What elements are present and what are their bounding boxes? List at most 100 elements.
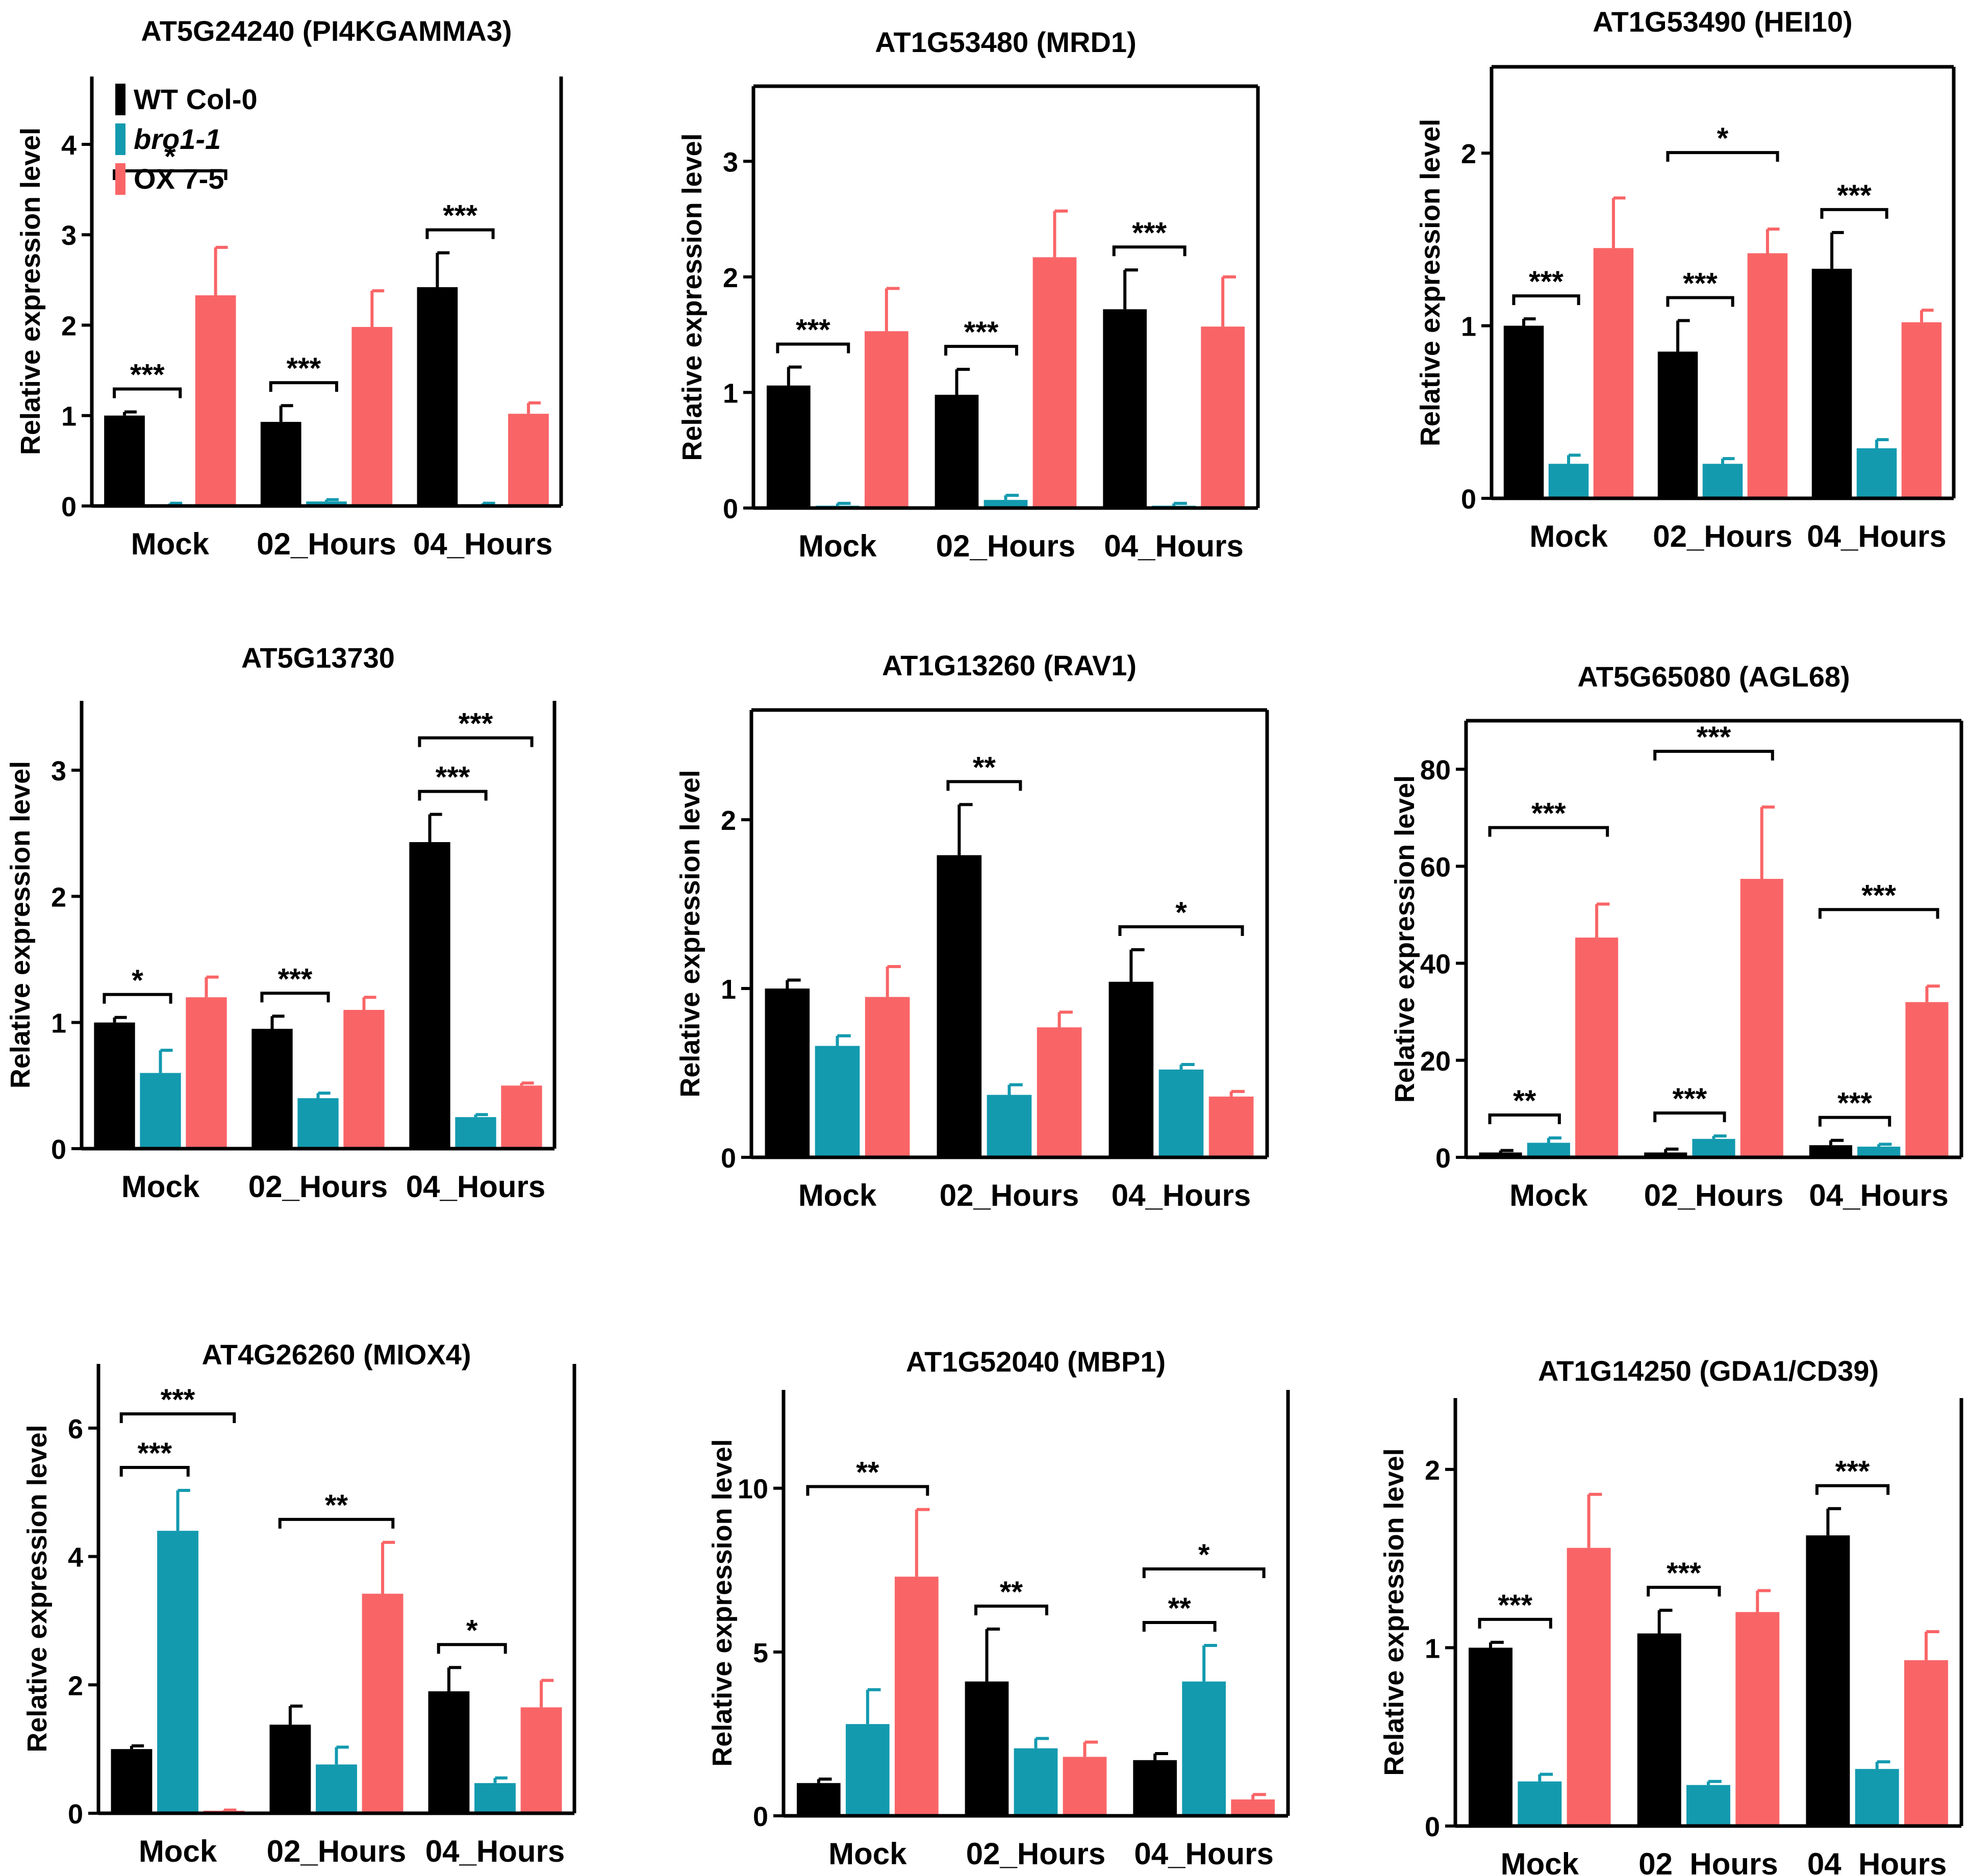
bar-wt-col-0 bbox=[935, 394, 979, 508]
legend-label: WT Col-0 bbox=[134, 83, 258, 115]
significance-label: *** bbox=[161, 1383, 195, 1416]
bar-wt-col-0 bbox=[104, 415, 145, 506]
y-axis-label: Relative expression level bbox=[677, 133, 708, 461]
bar-wt-col-0 bbox=[409, 842, 450, 1149]
x-tick-label: 02_Hours bbox=[936, 529, 1075, 563]
y-tick-label: 0 bbox=[723, 494, 738, 524]
bar-bro1-1 bbox=[1182, 1681, 1226, 1816]
bar-ox-7-5 bbox=[1063, 1757, 1107, 1816]
y-tick-label: 0 bbox=[1435, 1143, 1451, 1174]
x-tick-label: 04_Hours bbox=[1807, 519, 1946, 553]
bar-wt-col-0 bbox=[1811, 268, 1852, 498]
bar-ox-7-5 bbox=[520, 1707, 562, 1813]
bar-ox-7-5 bbox=[864, 331, 909, 508]
significance-label: * bbox=[132, 964, 143, 997]
x-tick-label: Mock bbox=[1529, 519, 1608, 553]
y-tick-label: 1 bbox=[721, 974, 736, 1005]
bar-wt-col-0 bbox=[1503, 325, 1544, 498]
significance-bracket bbox=[1818, 1116, 1891, 1127]
y-tick-label: 1 bbox=[61, 401, 77, 432]
bar-ox-7-5 bbox=[1740, 879, 1783, 1157]
bar-wt-col-0 bbox=[269, 1725, 311, 1813]
significance-label: *** bbox=[443, 199, 477, 233]
legend-swatch bbox=[115, 84, 125, 115]
significance-label: *** bbox=[459, 707, 493, 741]
significance-bracket bbox=[418, 790, 488, 801]
significance-bracket bbox=[437, 1643, 507, 1654]
bar-wt-col-0 bbox=[1809, 1145, 1852, 1157]
x-tick-label: 04_Hours bbox=[406, 1170, 545, 1204]
y-tick-label: 6 bbox=[68, 1414, 83, 1444]
y-tick-label: 0 bbox=[68, 1799, 83, 1830]
bar-ox-7-5 bbox=[1567, 1548, 1611, 1826]
y-tick-label: 10 bbox=[738, 1474, 768, 1505]
bar-wt-col-0 bbox=[428, 1691, 470, 1813]
y-tick-label: 40 bbox=[1420, 949, 1451, 980]
bar-bro1-1 bbox=[815, 1046, 860, 1157]
y-tick-label: 80 bbox=[1420, 755, 1451, 785]
significance-bracket bbox=[1142, 1621, 1217, 1632]
bar-ox-7-5 bbox=[1901, 322, 1942, 498]
y-axis-label: Relative expression level bbox=[675, 770, 705, 1097]
significance-label: *** bbox=[796, 314, 830, 347]
y-tick-label: 2 bbox=[721, 805, 736, 836]
x-tick-label: 04_Hours bbox=[413, 527, 552, 561]
chart-title: AT5G65080 (AGL68) bbox=[1577, 661, 1850, 693]
significance-bracket bbox=[1666, 151, 1779, 162]
y-tick-label: 1 bbox=[51, 1008, 66, 1039]
bar-ox-7-5 bbox=[343, 1009, 385, 1149]
chart-title: AT1G13260 (RAV1) bbox=[882, 649, 1137, 681]
chart-title: AT5G13730 bbox=[241, 642, 395, 674]
y-tick-label: 0 bbox=[753, 1802, 768, 1832]
y-tick-label: 0 bbox=[61, 492, 77, 522]
bar-bro1-1 bbox=[1686, 1785, 1730, 1826]
y-tick-label: 1 bbox=[1461, 312, 1476, 342]
bar-ox-7-5 bbox=[351, 327, 393, 506]
x-tick-label: 04_Hours bbox=[1112, 1178, 1251, 1212]
x-tick-label: 02_Hours bbox=[257, 527, 396, 561]
bar-bro1-1 bbox=[1014, 1748, 1058, 1816]
chart-panel-9: AT1G14250 (GDA1/CD39) Relative expression… bbox=[1379, 1355, 1963, 1876]
significance-label: *** bbox=[964, 316, 999, 349]
bar-ox-7-5 bbox=[501, 1085, 542, 1149]
y-axis-label: Relative expression level bbox=[1379, 1448, 1409, 1776]
significance-label: ** bbox=[973, 751, 996, 784]
significance-bracket bbox=[1666, 296, 1734, 307]
x-tick-label: 04_Hours bbox=[1807, 1847, 1947, 1876]
y-tick-label: 2 bbox=[723, 263, 738, 293]
bar-wt-col-0 bbox=[1644, 1152, 1687, 1157]
bar-wt-col-0 bbox=[417, 287, 458, 506]
x-tick-label: 04_Hours bbox=[1134, 1837, 1273, 1871]
bar-ox-7-5 bbox=[1735, 1612, 1780, 1826]
bar-bro1-1 bbox=[297, 1098, 339, 1149]
significance-bracket bbox=[113, 169, 228, 181]
significance-label: *** bbox=[1683, 267, 1718, 300]
chart-panel-3: AT1G53490 (HEI10) Relative expression lev… bbox=[1415, 6, 1956, 553]
chart-panel-4: AT5G13730 Relative expression level 0 1 2 3 Mo… bbox=[5, 642, 557, 1204]
significance-label: *** bbox=[1837, 179, 1872, 212]
significance-label: * bbox=[466, 1614, 478, 1647]
bar-bro1-1 bbox=[157, 1531, 198, 1813]
significance-label: * bbox=[1717, 122, 1729, 155]
bar-wt-col-0 bbox=[1108, 981, 1154, 1157]
x-tick-label: Mock bbox=[798, 1178, 877, 1212]
bar-bro1-1 bbox=[140, 1073, 181, 1149]
significance-label: *** bbox=[278, 962, 313, 996]
bar-ox-7-5 bbox=[362, 1593, 403, 1813]
significance-bracket bbox=[944, 345, 1018, 356]
chart-title: AT1G53490 (HEI10) bbox=[1593, 6, 1852, 38]
significance-bracket bbox=[1488, 1113, 1561, 1124]
significance-bracket bbox=[1112, 245, 1187, 257]
chart-panel-5: AT1G13260 (RAV1) Relative expression leve… bbox=[675, 649, 1269, 1212]
y-axis-label: Relative expression level bbox=[707, 1439, 738, 1766]
significance-bracket bbox=[260, 992, 330, 1003]
significance-bracket bbox=[1142, 1567, 1266, 1578]
bar-bro1-1 bbox=[983, 500, 1028, 508]
chart-title: AT4G26260 (MIOX4) bbox=[201, 1338, 471, 1371]
x-tick-label: 02_Hours bbox=[1644, 1178, 1783, 1212]
x-tick-label: 02_Hours bbox=[248, 1170, 388, 1204]
significance-label: ** bbox=[1168, 1592, 1192, 1625]
significance-bracket bbox=[946, 780, 1022, 791]
y-axis-label: Relative expression level bbox=[1390, 775, 1420, 1103]
